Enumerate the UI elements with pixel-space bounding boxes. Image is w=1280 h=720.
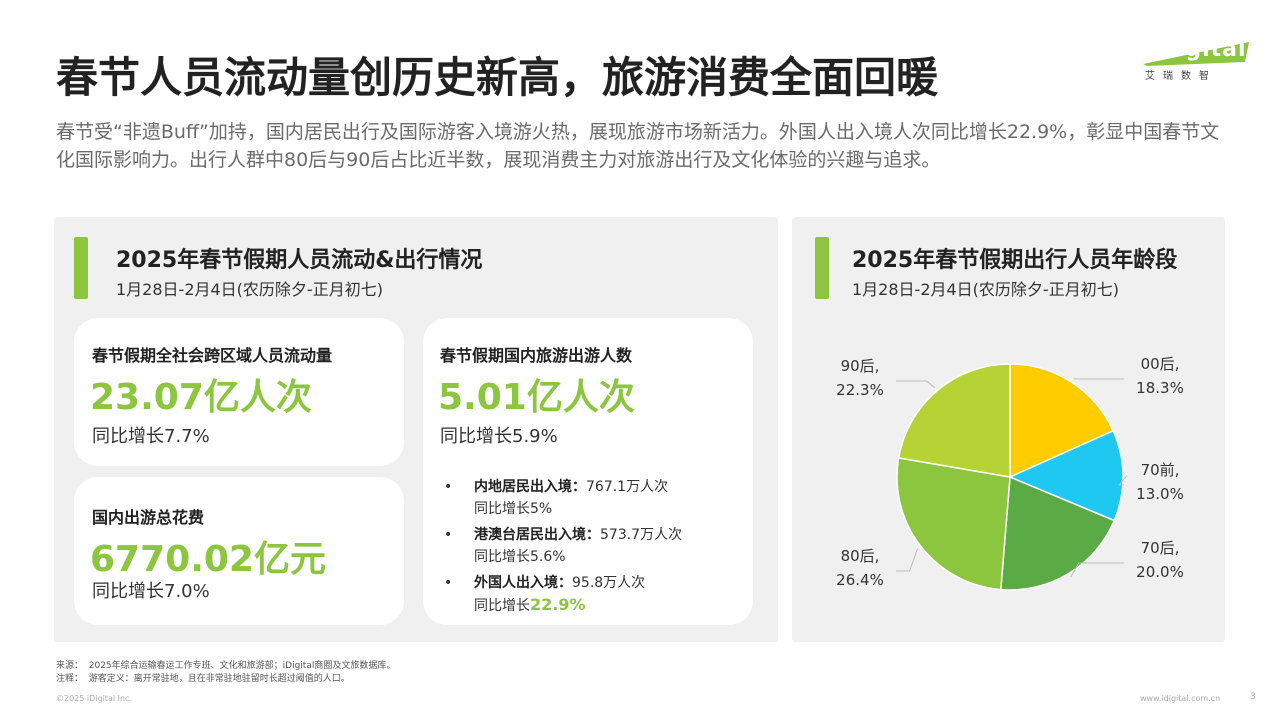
logo-brand-text: iDigital bbox=[1149, 37, 1247, 62]
logo-tagline: 艾瑞数智 bbox=[1145, 71, 1217, 82]
flow-volume-card bbox=[74, 318, 404, 466]
bullet-growth-prefix: 同比增长 bbox=[474, 598, 530, 614]
border-crossing-list: 内地居民出入境：767.1万人次 同比增长5% 港澳台居民出入境：573.7万人… bbox=[440, 476, 740, 621]
bullet-value: 573.7万人次 bbox=[600, 527, 683, 543]
pie-value-label: 13.0% bbox=[1136, 485, 1184, 503]
pie-leader-line bbox=[1117, 475, 1128, 486]
pie-slice-80后 bbox=[896, 457, 1011, 591]
brand-logo: iDigital 艾瑞数智 bbox=[1141, 34, 1251, 84]
source-label: 来源： bbox=[56, 661, 84, 671]
pie-slice-70后 bbox=[999, 475, 1116, 591]
pie-slice-00后 bbox=[1009, 363, 1115, 479]
pie-value-label: 22.3% bbox=[836, 381, 884, 399]
tourism-spending-growth: 同比增长7.0% bbox=[92, 581, 210, 602]
tourism-spending-label: 国内出游总花费 bbox=[92, 508, 205, 527]
pie-value-label: 20.0% bbox=[1136, 563, 1184, 581]
note-label: 注释： bbox=[56, 674, 84, 684]
bullet-value: 95.8万人次 bbox=[572, 575, 646, 591]
tourism-spending-value: 6770.02亿元 bbox=[90, 539, 326, 580]
age-panel-date-range: 1月28日-2月4日(农历除夕-正月初七) bbox=[852, 280, 1119, 299]
pie-slice-90后 bbox=[897, 363, 1011, 478]
pie-category-label: 70后, bbox=[1141, 539, 1180, 557]
bullet-growth-highlight: 22.9% bbox=[530, 595, 586, 614]
definition-note: 注释： 游客定义：离开常驻地，且在非常驻地驻留时长超过阈值的人口。 bbox=[56, 671, 350, 684]
age-panel-accent-bar bbox=[815, 237, 829, 299]
note-text: 游客定义：离开常驻地，且在非常驻地驻留时长超过阈值的人口。 bbox=[88, 674, 350, 684]
domestic-tourists-value: 5.01亿人次 bbox=[438, 377, 635, 418]
pie-category-label: 80后, bbox=[841, 547, 880, 565]
age-panel-title: 2025年春节假期出行人员年龄段 bbox=[852, 248, 1178, 273]
tourism-spending-card bbox=[74, 477, 404, 625]
page-number: 3 bbox=[1250, 692, 1256, 702]
age-pie-chart: 00后, 18.3% 70前, 13.0% 70后, 20.0% 80后, 26.4% 90后,… bbox=[836, 355, 1184, 591]
flow-volume-label: 春节假期全社会跨区域人员流动量 bbox=[92, 346, 333, 365]
pie-leader-line bbox=[1070, 562, 1124, 578]
flow-volume-growth: 同比增长7.7% bbox=[92, 426, 210, 447]
pie-leader-line bbox=[896, 380, 935, 388]
bullet-growth-prefix: 同比增长 bbox=[474, 501, 530, 517]
source-note: 来源： 2025年综合运输春运工作专班、文化和旅游部；iDigital商圈及文旅… bbox=[56, 658, 395, 671]
pie-slice-70前 bbox=[1008, 429, 1124, 522]
list-item: 内地居民出入境：767.1万人次 同比增长5% bbox=[440, 476, 740, 520]
flow-volume-value: 23.07亿人次 bbox=[90, 377, 312, 418]
domestic-tourists-growth: 同比增长5.9% bbox=[440, 426, 558, 447]
flow-panel-title: 2025年春节假期人员流动&出行情况 bbox=[116, 248, 483, 273]
flow-panel-date-range: 1月28日-2月4日(农历除夕-正月初七) bbox=[116, 280, 383, 299]
bullet-growth: 5.6% bbox=[530, 549, 566, 565]
list-item: 港澳台居民出入境：573.7万人次 同比增长5.6% bbox=[440, 524, 740, 568]
pie-category-label: 70前, bbox=[1141, 461, 1180, 479]
copyright: ©2025 iDigital Inc. bbox=[56, 694, 132, 703]
logo-swoosh-icon bbox=[1143, 42, 1249, 66]
flow-panel-accent-bar bbox=[74, 237, 88, 299]
pie-category-label: 00后, bbox=[1141, 355, 1180, 373]
list-item: 外国人出入境：95.8万人次 同比增长22.9% bbox=[440, 572, 740, 617]
page-subtitle: 春节受“非遗Buff”加持，国内居民出行及国际游客入境游火热，展现旅游市场新活力… bbox=[56, 121, 1220, 171]
bullet-label: 内地居民出入境： bbox=[474, 479, 586, 495]
source-text: 2025年综合运输春运工作专班、文化和旅游部；iDigital商圈及文旅数据库。 bbox=[88, 661, 396, 671]
bullet-growth-prefix: 同比增长 bbox=[474, 549, 530, 565]
pie-value-label: 18.3% bbox=[1136, 379, 1184, 397]
bullet-label: 港澳台居民出入境： bbox=[474, 527, 600, 543]
pie-leader-line bbox=[896, 548, 919, 572]
website-link[interactable]: www.idigital.com.cn bbox=[1140, 694, 1221, 703]
pie-category-label: 90后, bbox=[841, 357, 880, 375]
page-title: 春节人员流动量创历史新高，旅游消费全面回暖 bbox=[56, 53, 939, 102]
bullet-label: 外国人出入境： bbox=[474, 575, 572, 591]
bullet-value: 767.1万人次 bbox=[586, 479, 669, 495]
bullet-growth: 5% bbox=[530, 501, 553, 517]
domestic-tourists-label: 春节假期国内旅游出游人数 bbox=[440, 346, 633, 365]
pie-value-label: 26.4% bbox=[836, 571, 884, 589]
